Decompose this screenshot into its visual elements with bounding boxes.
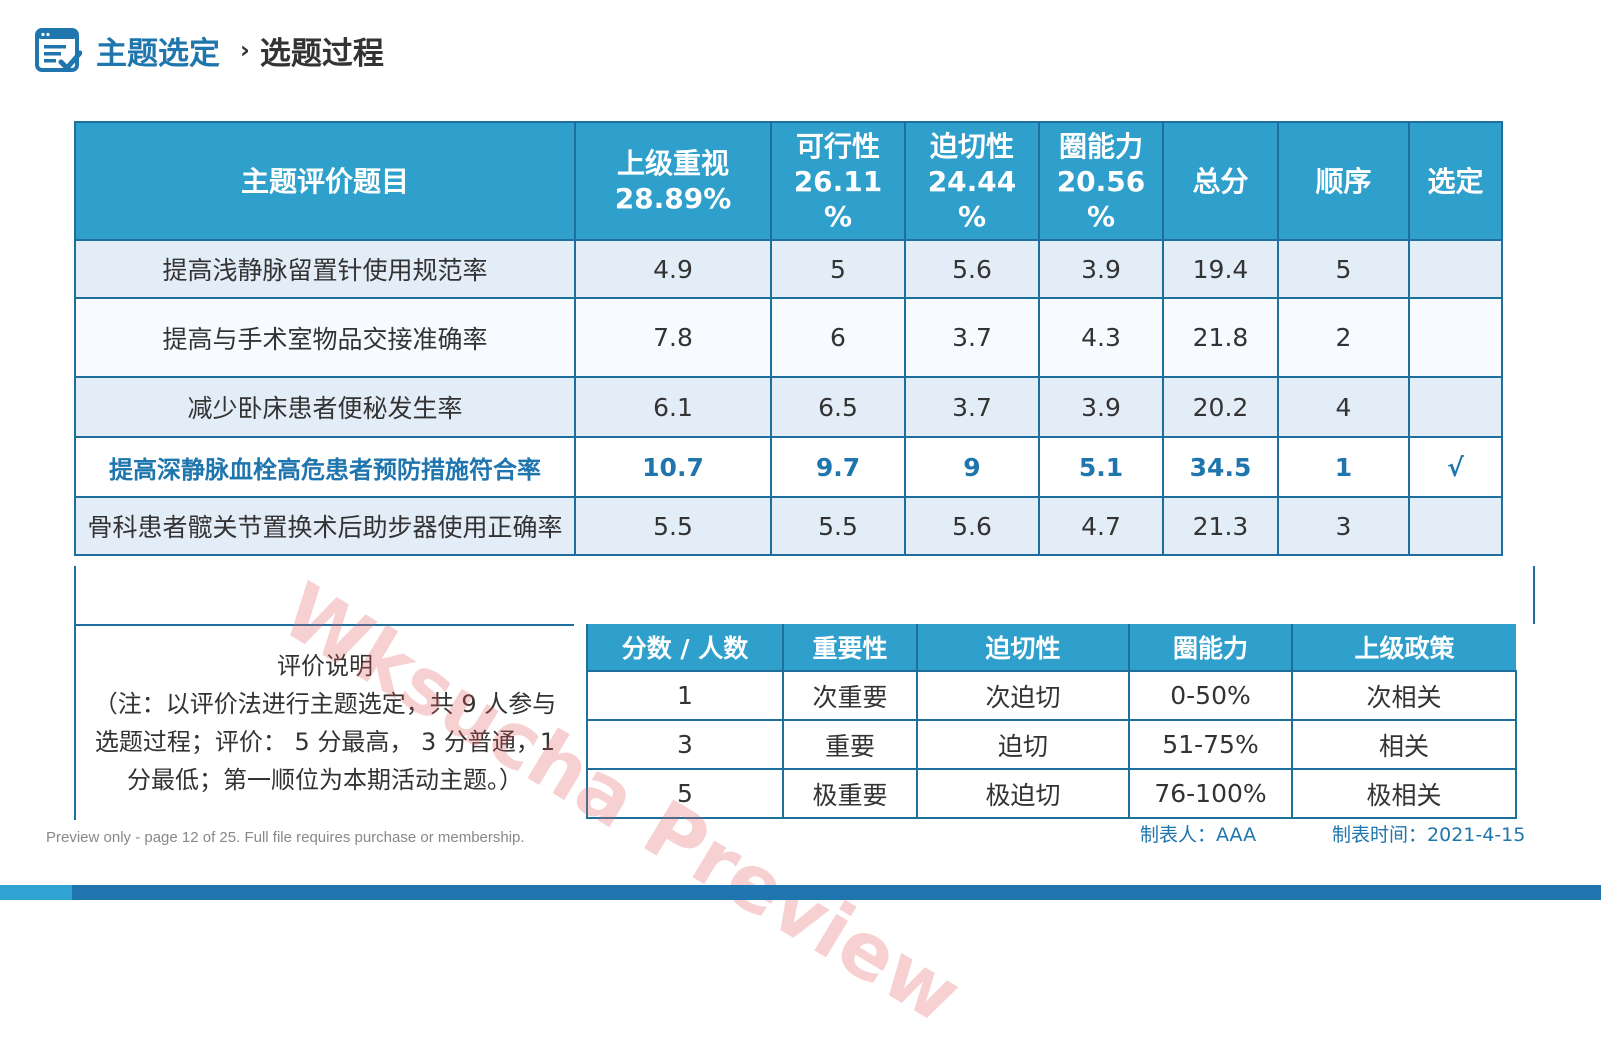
bottom-bar [0,885,1601,900]
date-info: 制表时间：2021-4-15 [1332,820,1525,847]
table-row: 提高浅静脉留置针使用规范率 4.9 5 5.6 3.9 19.4 5 [74,239,1503,299]
cell-order: 2 [1277,297,1410,378]
col-header-selected: 选定 [1408,121,1503,241]
cell-leader: 10.7 [574,436,772,498]
cell-urgency: 3.7 [904,376,1040,438]
cell-topic: 提高浅静脉留置针使用规范率 [74,239,576,299]
cell-urgency: 5.6 [904,496,1040,556]
legend-col-importance: 重要性 [782,624,917,672]
legend-cell: 相关 [1291,720,1517,770]
legend-note: （注：以评价法进行主题选定，共 9 人参与选题过程；评价： 5 分最高， 3 分… [93,690,557,794]
legend-cell: 迫切 [916,720,1130,770]
cell-selected [1408,297,1503,378]
cell-topic: 减少卧床患者便秘发生率 [74,376,576,438]
cell-leader: 5.5 [574,496,772,556]
legend-cell: 重要 [782,720,918,770]
cell-urgency: 9 [904,436,1040,498]
evaluation-panel: 主题评价题目 上级重视 28.89% 可行性 26.11% 迫切性 24.44% 圈能… [74,121,1535,821]
cell-feasibility: 9.7 [770,436,906,498]
cell-leader: 6.1 [574,376,772,438]
col-header-topic: 主题评价题目 [74,121,576,241]
cell-order: 4 [1277,376,1410,438]
cell-capability: 4.3 [1038,297,1164,378]
checklist-icon [35,28,82,72]
cell-selected [1408,376,1503,438]
legend-row: 1 次重要 次迫切 0-50% 次相关 [586,671,1517,721]
table-header-row: 主题评价题目 上级重视 28.89% 可行性 26.11% 迫切性 24.44% 圈能… [74,121,1503,241]
date-label: 制表时间： [1332,824,1428,846]
cell-capability: 5.1 [1038,436,1164,498]
table-row: 减少卧床患者便秘发生率 6.1 6.5 3.7 3.9 20.2 4 [74,376,1503,438]
cell-selected [1408,496,1503,556]
col-header-feasibility: 可行性 26.11% [770,121,906,241]
legend-cell: 1 [586,671,784,721]
legend-cell: 76-100% [1128,769,1293,819]
breadcrumb-chevron-icon: › [240,36,250,64]
legend-cell: 3 [586,720,784,770]
cell-capability: 4.7 [1038,496,1164,556]
legend-cell: 5 [586,769,784,819]
cell-total: 20.2 [1162,376,1279,438]
page-header: 主题选定 › 选题过程 [34,24,384,76]
maker-value: AAA [1216,824,1257,846]
cell-feasibility: 5 [770,239,906,299]
page-title: 选题过程 [259,35,384,72]
cell-urgency: 5.6 [904,239,1040,299]
legend-cell: 极迫切 [916,769,1130,819]
cell-selected-check: √ [1408,436,1503,498]
preview-note: Preview only - page 12 of 25. Full file … [46,829,525,846]
cell-leader: 7.8 [574,297,772,378]
legend-title: 评价说明 [277,652,373,680]
legend-cell: 0-50% [1128,671,1293,721]
cell-topic: 骨科患者髋关节置换术后助步器使用正确率 [74,496,576,556]
cell-total: 21.3 [1162,496,1279,556]
blank-row [74,566,1535,624]
bottom-bar-accent [0,885,72,900]
legend-row: 3 重要 迫切 51-75% 相关 [586,720,1517,770]
cell-feasibility: 5.5 [770,496,906,556]
legend-cell: 51-75% [1128,720,1293,770]
col-header-order: 顺序 [1277,121,1410,241]
cell-selected [1408,239,1503,299]
cell-capability: 3.9 [1038,376,1164,438]
col-header-leader: 上级重视 28.89% [574,121,772,241]
legend-description: 评价说明 （注：以评价法进行主题选定，共 9 人参与选题过程；评价： 5 分最高… [74,624,574,820]
col-header-total: 总分 [1162,121,1279,241]
legend-cell: 次重要 [782,671,918,721]
maker-label: 制表人： [1140,824,1217,846]
legend-row: 5 极重要 极迫切 76-100% 极相关 [586,769,1517,819]
cell-order: 5 [1277,239,1410,299]
legend-col-score: 分数 / 人数 [586,624,783,672]
cell-feasibility: 6.5 [770,376,906,438]
col-header-capability: 圈能力 20.56% [1038,121,1164,241]
table-row: 骨科患者髋关节置换术后助步器使用正确率 5.5 5.5 5.6 4.7 21.3… [74,496,1503,556]
col-header-urgency: 迫切性 24.44% [904,121,1040,241]
legend-header-row: 分数 / 人数 重要性 迫切性 圈能力 上级政策 [586,624,1516,672]
legend-table: 分数 / 人数 重要性 迫切性 圈能力 上级政策 1 次重要 次迫切 0-50%… [586,624,1517,819]
legend-cell: 极相关 [1291,769,1517,819]
breadcrumb-section[interactable]: 主题选定 [96,35,220,72]
legend-cell: 次迫切 [916,671,1130,721]
legend-col-policy: 上级政策 [1291,624,1516,672]
legend-cell: 次相关 [1291,671,1517,721]
cell-capability: 3.9 [1038,239,1164,299]
cell-topic: 提高与手术室物品交接准确率 [74,297,576,378]
legend-cell: 极重要 [782,769,918,819]
table-row: 提高与手术室物品交接准确率 7.8 6 3.7 4.3 21.8 2 [74,297,1503,378]
cell-total: 19.4 [1162,239,1279,299]
cell-total: 21.8 [1162,297,1279,378]
legend-col-capability: 圈能力 [1128,624,1292,672]
cell-feasibility: 6 [770,297,906,378]
evaluation-table: 主题评价题目 上级重视 28.89% 可行性 26.11% 迫切性 24.44% 圈能… [74,121,1503,556]
cell-order: 1 [1277,436,1410,498]
date-value: 2021-4-15 [1427,824,1526,846]
cell-urgency: 3.7 [904,297,1040,378]
table-row-selected: 提高深静脉血栓高危患者预防措施符合率 10.7 9.7 9 5.1 34.5 1… [74,436,1503,498]
cell-order: 3 [1277,496,1410,556]
cell-leader: 4.9 [574,239,772,299]
cell-total: 34.5 [1162,436,1279,498]
legend-col-urgency: 迫切性 [916,624,1129,672]
cell-topic: 提高深静脉血栓高危患者预防措施符合率 [74,436,576,498]
maker-info: 制表人：AAA [1140,820,1256,847]
